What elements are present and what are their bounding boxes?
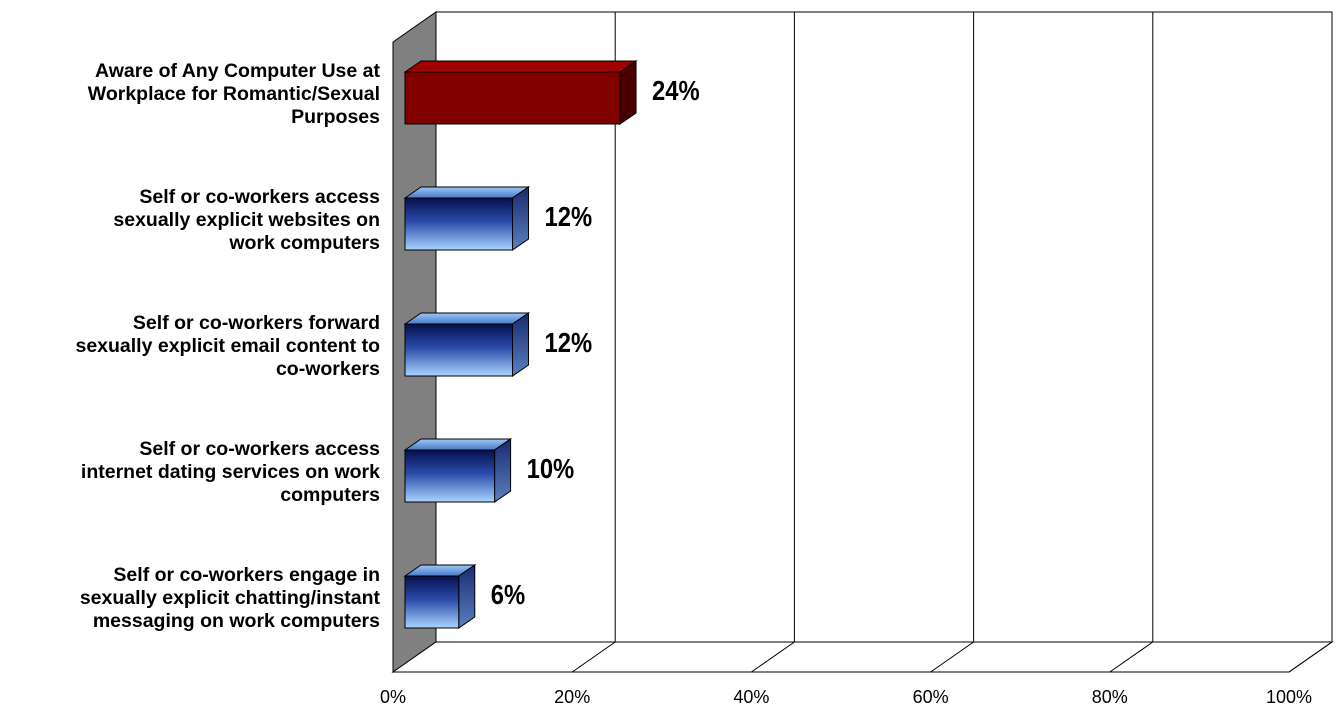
category-label: Aware of Any Computer Use at Workplace fo… xyxy=(0,60,380,129)
x-tick-label: 60% xyxy=(913,687,949,707)
bar xyxy=(404,71,621,125)
category-label-line: Self or co-workers access xyxy=(139,437,380,460)
floor xyxy=(391,641,1334,673)
category-label-line: Self or co-workers engage in xyxy=(113,563,380,586)
bar-top xyxy=(403,60,638,73)
data-label: 12% xyxy=(545,200,593,232)
category-label: Self or co-workers access sexually explic… xyxy=(0,186,380,255)
floor-gridline xyxy=(1109,641,1154,673)
category-label: Self or co-workers engage in sexually exp… xyxy=(0,564,380,633)
x-tick-label: 20% xyxy=(554,687,590,707)
bar-top xyxy=(403,312,531,325)
x-tick-label: 0% xyxy=(380,687,406,707)
bar xyxy=(404,449,496,503)
category-label-line: Workplace for Romantic/Sexual xyxy=(87,82,380,105)
category-label-line: internet dating services on work xyxy=(80,460,380,483)
bar-side xyxy=(512,312,530,377)
floor-gridline xyxy=(930,641,974,673)
bar-side xyxy=(458,564,476,629)
bar-top xyxy=(403,438,513,451)
floor-gridline xyxy=(1288,641,1333,673)
category-label-line: Self or co-workers access xyxy=(139,185,380,208)
category-label-line: computers xyxy=(280,483,380,506)
category-label-line: work computers xyxy=(229,231,380,254)
category-label: Self or co-workers forward sexually expli… xyxy=(0,312,380,381)
data-label: 24% xyxy=(652,74,700,106)
category-label-line: Self or co-workers forward xyxy=(132,311,380,334)
floor-gridline xyxy=(571,641,616,673)
bar xyxy=(404,197,514,251)
floor-gridline xyxy=(751,641,795,673)
bar xyxy=(404,323,514,377)
back-wall-outline xyxy=(436,11,1333,642)
bar-side xyxy=(619,60,637,125)
x-tick-label: 100% xyxy=(1266,687,1312,707)
bar-side xyxy=(494,438,512,503)
category-label-line: sexually explicit email content to xyxy=(75,334,380,357)
category-label-line: Aware of Any Computer Use at xyxy=(95,59,380,82)
x-tick-label: 80% xyxy=(1092,687,1128,707)
category-label-line: sexually explicit chatting/instant xyxy=(79,586,380,609)
category-label-line: messaging on work computers xyxy=(92,609,380,632)
x-tick-label: 40% xyxy=(733,687,769,707)
data-label: 10% xyxy=(527,452,575,484)
bar-top xyxy=(403,186,531,199)
bar-side xyxy=(512,186,530,251)
data-label: 6% xyxy=(491,578,525,610)
bar xyxy=(404,575,460,629)
category-label-line: sexually explicit websites on xyxy=(113,208,380,231)
data-label: 12% xyxy=(545,326,593,358)
category-label: Self or co-workers access internet dating… xyxy=(0,438,380,507)
category-label-line: co-workers xyxy=(275,357,380,380)
category-label-line: Purposes xyxy=(291,105,380,128)
